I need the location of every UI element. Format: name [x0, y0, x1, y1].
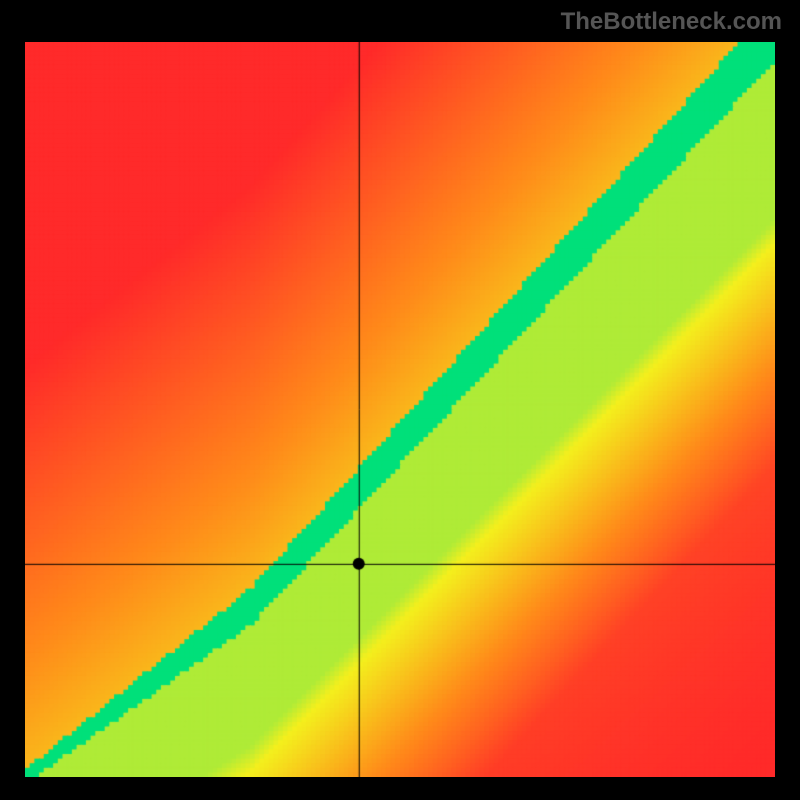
bottleneck-heatmap: [25, 42, 775, 777]
watermark-text: TheBottleneck.com: [561, 8, 782, 36]
chart-container: TheBottleneck.com: [0, 0, 800, 800]
